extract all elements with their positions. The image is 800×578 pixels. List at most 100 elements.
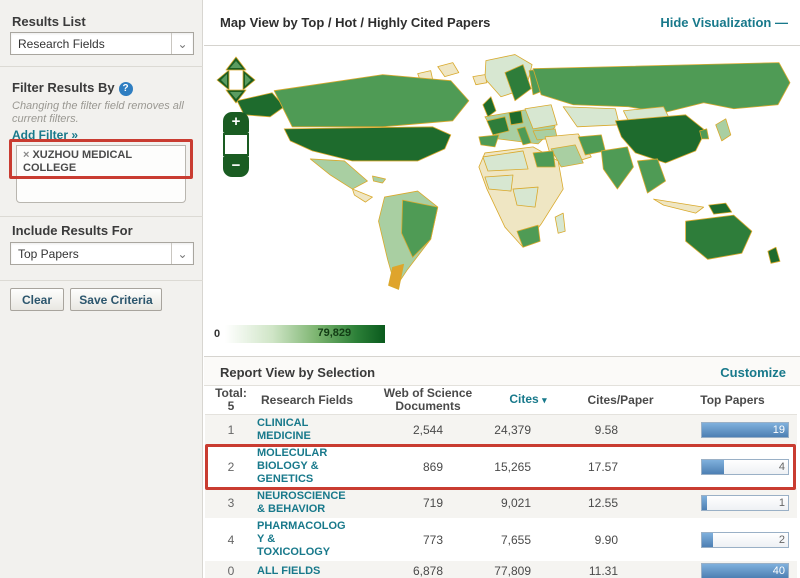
research-field-link[interactable]: NEUROSCIENCE & BEHAVIOR bbox=[257, 490, 346, 515]
map-visualization: + − 0 79,829 bbox=[204, 46, 800, 356]
help-icon[interactable]: ? bbox=[118, 82, 133, 96]
include-results-dropdown[interactable]: Top Papers ⌄ bbox=[10, 242, 194, 265]
col-top-papers[interactable]: Top Papers bbox=[700, 392, 765, 407]
row-cites-per-paper: 9.58 bbox=[594, 423, 618, 437]
main-panel: Map View by Top / Hot / Highly Cited Pap… bbox=[204, 0, 800, 578]
row-cites: 77,809 bbox=[494, 564, 531, 578]
top-papers-value: 40 bbox=[772, 565, 785, 577]
map-view-header: Map View by Top / Hot / Highly Cited Pap… bbox=[204, 0, 800, 46]
table-header-row: Total: 5 Research Fields Web of Science … bbox=[205, 386, 797, 415]
zoom-slider[interactable] bbox=[223, 133, 249, 156]
top-papers-cell: 1 bbox=[618, 495, 797, 511]
top-papers-value: 4 bbox=[778, 460, 785, 473]
report-table-body: 1 CLINICAL MEDICINE 2,544 24,379 9.58 19 2 MOLE… bbox=[205, 415, 797, 578]
filter-note: Changing the filter field removes all cu… bbox=[12, 100, 184, 125]
collapse-icon: — bbox=[775, 15, 788, 30]
row-rank: 3 bbox=[227, 496, 235, 510]
sidebar: Results List Research Fields ⌄ Filter Re… bbox=[0, 0, 203, 578]
map-controls: + − bbox=[216, 56, 256, 177]
map-view-title: Map View by Top / Hot / Highly Cited Pap… bbox=[220, 15, 491, 30]
world-choropleth-map[interactable] bbox=[232, 48, 794, 300]
sidebar-divider bbox=[0, 216, 203, 217]
table-row: 0 ALL FIELDS 6,878 77,809 11.31 40 bbox=[205, 561, 797, 578]
row-cites: 7,655 bbox=[500, 532, 531, 547]
active-filter-list: × XUZHOU MEDICAL COLLEGE bbox=[16, 145, 186, 203]
table-row: 3 NEUROSCIENCE & BEHAVIOR 719 9,021 12.55 1 bbox=[205, 488, 797, 518]
top-papers-cell: 40 bbox=[618, 563, 797, 578]
top-papers-cell: 2 bbox=[618, 531, 797, 548]
zoom-in-button[interactable]: + bbox=[223, 112, 249, 133]
total-count: Total: 5 bbox=[215, 386, 247, 413]
save-criteria-button[interactable]: Save Criteria bbox=[70, 288, 162, 311]
active-filter-chip[interactable]: × XUZHOU MEDICAL COLLEGE bbox=[17, 146, 185, 178]
results-list-selected: Research Fields bbox=[18, 36, 105, 51]
row-wos-documents: 2,544 bbox=[412, 423, 443, 437]
col-research-fields[interactable]: Research Fields bbox=[261, 392, 354, 407]
table-row: 4 PHARMACOLOG Y & TOXICOLOGY 773 7,655 9.90 2 bbox=[205, 518, 797, 561]
col-cites[interactable]: Cites ▾ bbox=[509, 392, 547, 406]
row-rank: 0 bbox=[227, 564, 235, 578]
top-papers-bar: 4 bbox=[701, 458, 789, 475]
row-cites: 15,265 bbox=[494, 459, 531, 474]
customize-link[interactable]: Customize bbox=[720, 365, 786, 380]
filter-results-heading: Filter Results By? bbox=[12, 80, 133, 96]
row-wos-documents: 869 bbox=[422, 459, 443, 474]
research-field-link[interactable]: MOLECULAR BIOLOGY & GENETICS bbox=[257, 447, 328, 485]
sidebar-divider bbox=[0, 66, 203, 67]
row-rank: 2 bbox=[227, 459, 235, 474]
table-row: 2 MOLECULAR BIOLOGY & GENETICS 869 15,265 17… bbox=[205, 445, 797, 488]
results-list-dropdown[interactable]: Research Fields ⌄ bbox=[10, 32, 194, 55]
top-papers-value: 19 bbox=[772, 424, 785, 436]
top-papers-bar: 2 bbox=[701, 531, 789, 548]
research-field-link[interactable]: PHARMACOLOG Y & TOXICOLOGY bbox=[257, 520, 346, 558]
top-papers-value: 1 bbox=[778, 497, 785, 509]
map-legend: 0 79,829 bbox=[214, 324, 386, 344]
legend-min-value: 0 bbox=[214, 328, 221, 340]
pan-control[interactable] bbox=[216, 56, 256, 104]
table-row: 1 CLINICAL MEDICINE 2,544 24,379 9.58 19 bbox=[205, 415, 797, 445]
sidebar-divider bbox=[0, 280, 203, 281]
chevron-down-icon: ⌄ bbox=[171, 243, 193, 264]
col-wos-documents[interactable]: Web of Science Documents bbox=[383, 386, 473, 413]
row-cites: 24,379 bbox=[494, 423, 531, 437]
include-results-selected: Top Papers bbox=[18, 246, 79, 261]
row-cites-per-paper: 12.55 bbox=[587, 496, 618, 510]
top-papers-bar: 40 bbox=[701, 563, 789, 578]
row-cites-per-paper: 9.90 bbox=[594, 532, 618, 547]
row-wos-documents: 773 bbox=[422, 532, 443, 547]
research-field-cell: CLINICAL MEDICINE bbox=[257, 417, 373, 443]
zoom-control: + − bbox=[223, 112, 249, 177]
row-rank: 4 bbox=[227, 532, 235, 547]
top-papers-bar: 19 bbox=[701, 422, 789, 438]
include-results-heading: Include Results For bbox=[12, 223, 133, 238]
top-papers-cell: 19 bbox=[618, 422, 797, 438]
research-field-cell: PHARMACOLOG Y & TOXICOLOGY bbox=[257, 520, 373, 559]
research-field-cell: MOLECULAR BIOLOGY & GENETICS bbox=[257, 447, 373, 486]
clear-button[interactable]: Clear bbox=[10, 288, 64, 311]
row-wos-documents: 6,878 bbox=[412, 564, 443, 578]
row-cites-per-paper: 17.57 bbox=[587, 459, 618, 474]
research-field-cell: NEUROSCIENCE & BEHAVIOR bbox=[257, 490, 373, 516]
report-table: Total: 5 Research Fields Web of Science … bbox=[205, 386, 797, 578]
hide-visualization-link[interactable]: Hide Visualization — bbox=[660, 15, 788, 30]
remove-filter-icon[interactable]: × bbox=[23, 149, 30, 161]
results-list-heading: Results List bbox=[12, 14, 86, 29]
row-cites-per-paper: 11.31 bbox=[588, 564, 618, 578]
row-cites: 9,021 bbox=[500, 496, 531, 510]
research-field-link[interactable]: ALL FIELDS bbox=[257, 564, 321, 577]
add-filter-link[interactable]: Add Filter » bbox=[12, 128, 79, 142]
row-rank: 1 bbox=[227, 423, 235, 437]
legend-max-value: 79,829 bbox=[317, 327, 352, 339]
top-papers-bar: 1 bbox=[701, 495, 789, 511]
row-wos-documents: 719 bbox=[422, 496, 443, 510]
active-filter-label: XUZHOU MEDICAL COLLEGE bbox=[23, 149, 132, 174]
research-field-link[interactable]: CLINICAL MEDICINE bbox=[257, 417, 311, 442]
legend-gradient-bar: 79,829 bbox=[225, 325, 386, 343]
chevron-down-icon: ⌄ bbox=[171, 33, 193, 54]
sort-desc-icon: ▾ bbox=[542, 395, 547, 405]
col-cites-per-paper[interactable]: Cites/Paper bbox=[587, 392, 654, 407]
top-papers-cell: 4 bbox=[618, 458, 797, 475]
zoom-out-button[interactable]: − bbox=[223, 156, 249, 177]
report-view-header: Report View by Selection Customize bbox=[204, 356, 800, 386]
